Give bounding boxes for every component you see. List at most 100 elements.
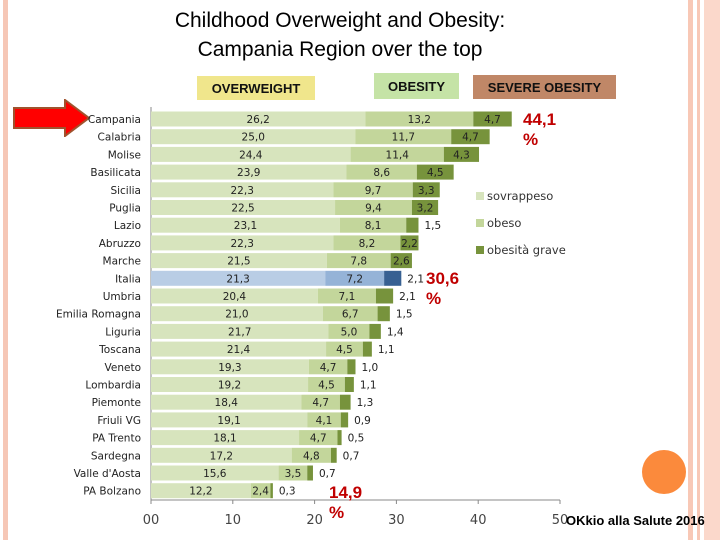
title-line-1: Childhood Overweight and Obesity: (174, 9, 506, 32)
bar-segment-sovrappeso (151, 412, 308, 428)
bar-segment-sovrappeso (151, 359, 309, 375)
bar-segment-obeso (326, 253, 391, 269)
data-label: 8,6 (373, 167, 390, 179)
bar-segment-sovrappeso (151, 483, 251, 499)
legend-swatch (476, 219, 484, 227)
title-line-2: Campania Region over the top (197, 38, 483, 61)
data-label: 11,4 (386, 149, 410, 161)
bar-segment-sovrappeso (151, 146, 351, 162)
data-label: 2,1 (407, 273, 424, 285)
legend-label: obesità grave (487, 243, 566, 257)
bar-segment-obesità-grave (369, 323, 381, 339)
data-label: 24,4 (239, 149, 263, 161)
category-label: Puglia (109, 203, 141, 215)
bar-segment-obesità-grave (344, 377, 354, 392)
bar-segment-obesità-grave (377, 306, 390, 322)
data-label: 2,1 (399, 291, 416, 303)
data-label: 2,6 (393, 256, 410, 268)
bar-segment-sovrappeso (151, 306, 323, 322)
data-label: 19,2 (218, 380, 241, 392)
bar-segment-obeso (365, 111, 474, 127)
right-decor-stripe (688, 0, 693, 540)
data-label: 4,7 (320, 362, 337, 374)
category-label: Liguria (105, 326, 141, 338)
data-label: 4,1 (316, 415, 333, 427)
category-label: Basilicata (90, 167, 141, 179)
data-label: 4,7 (462, 132, 479, 144)
bar-segment-obesità-grave (330, 447, 337, 463)
data-label: 18,1 (213, 433, 236, 445)
bar-segment-obesità-grave (384, 270, 402, 286)
bar-segment-obesità-grave (412, 182, 440, 198)
data-label: 21,3 (226, 273, 249, 285)
data-label: 21,7 (228, 326, 251, 338)
data-label: 12,2 (189, 486, 212, 498)
slide-title: Childhood Overweight and Obesity: Campani… (0, 6, 680, 64)
data-label: 4,8 (303, 450, 320, 462)
bar-segment-sovrappeso (151, 111, 366, 127)
bar-segment-obesità-grave (473, 111, 512, 127)
category-label: Umbria (103, 291, 141, 303)
category-label: Toscana (98, 344, 141, 356)
bar-segment-obeso (326, 341, 363, 357)
data-label: 1,0 (362, 362, 379, 374)
bar-segment-obeso (317, 288, 376, 304)
bar-segment-obeso (301, 394, 340, 410)
category-label: Abruzzo (99, 238, 141, 250)
data-label: 23,1 (234, 220, 257, 232)
data-label: 19,3 (218, 362, 241, 374)
bar-segment-obeso (350, 146, 444, 162)
data-label: 1,3 (357, 397, 374, 409)
orange-circle-decor (642, 450, 686, 494)
bar-segment-obesità-grave (411, 200, 439, 215)
bar-segment-obeso (299, 430, 338, 446)
category-label: PA Bolzano (83, 486, 141, 498)
category-label: Molise (108, 149, 141, 161)
bar-segment-sovrappeso (151, 235, 334, 251)
right-decor-stripe (704, 0, 720, 540)
bar-segment-sovrappeso (151, 465, 279, 481)
data-label: 4,5 (318, 380, 335, 392)
bar-segment-sovrappeso (151, 164, 347, 180)
data-label: 22,3 (231, 185, 254, 197)
category-label: Italia (115, 273, 141, 285)
data-label: 1,1 (378, 344, 395, 356)
bar-segment-obeso (308, 359, 348, 375)
bar-segment-obeso (250, 483, 271, 499)
data-label: 4,7 (484, 114, 501, 126)
data-label: 0,7 (319, 468, 336, 480)
data-label: 9,4 (365, 203, 382, 215)
data-label: 4,7 (310, 433, 327, 445)
data-label: 8,1 (365, 220, 382, 232)
data-label: 1,1 (360, 380, 377, 392)
bar-segment-sovrappeso (151, 341, 327, 357)
italia-callout: 30,6% (426, 269, 460, 308)
bar-segment-obeso (335, 200, 412, 215)
data-label: 23,9 (237, 167, 260, 179)
data-label: 21,0 (225, 309, 248, 321)
bar-segment-obesità-grave (340, 412, 349, 428)
x-tick-label: 30 (388, 513, 405, 528)
category-label: Veneto (105, 362, 141, 374)
bar-segment-sovrappeso (151, 200, 336, 215)
severe-obesity-tag: SEVERE OBESITY (473, 75, 616, 99)
data-label: 15,6 (203, 468, 227, 480)
data-label: 3,2 (417, 203, 434, 215)
bar-segment-obesità-grave (390, 253, 412, 269)
data-label: 1,5 (424, 220, 441, 232)
bar-segment-obeso (333, 182, 413, 198)
bar-segment-sovrappeso (151, 377, 309, 392)
data-label: 25,0 (242, 132, 265, 144)
bar-segment-sovrappeso (151, 288, 318, 304)
data-label: 17,2 (210, 450, 233, 462)
bar-segment-sovrappeso (151, 270, 326, 286)
bar-segment-obesità-grave (337, 430, 342, 446)
data-label: 0,7 (343, 450, 360, 462)
data-label: 7,2 (346, 273, 363, 285)
bar-segment-obeso (333, 235, 401, 251)
x-tick-label: 20 (306, 513, 323, 528)
data-label: 7,1 (339, 291, 356, 303)
category-label: Sardegna (91, 450, 141, 462)
category-label: Calabria (98, 132, 141, 144)
